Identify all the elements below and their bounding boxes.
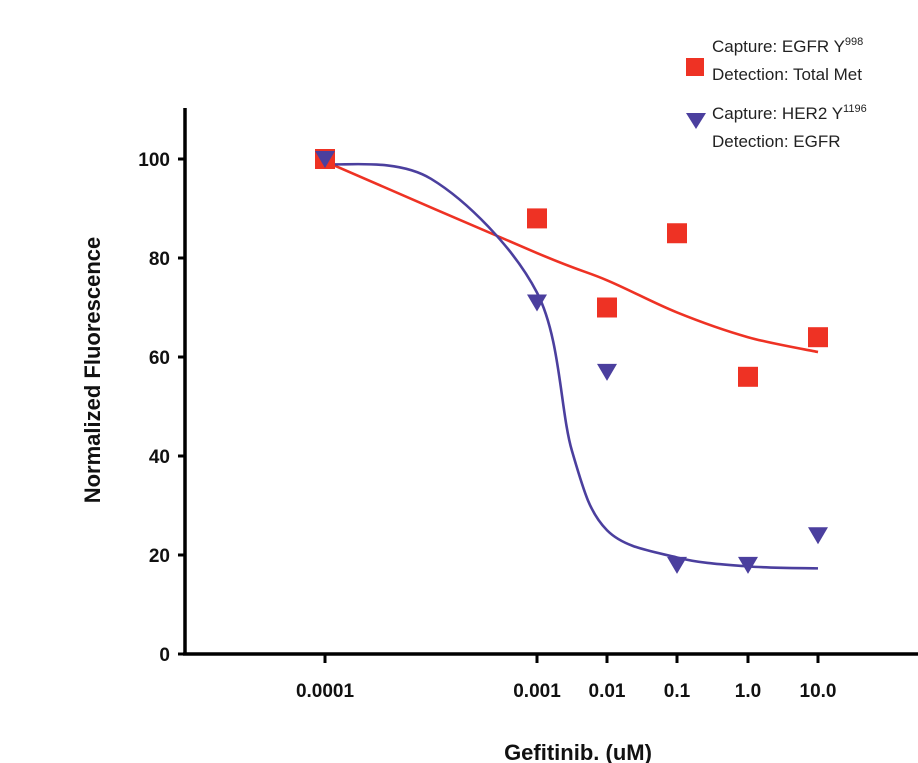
legend-series-2-line1: Capture: HER2 Y1196 [712,103,867,123]
legend-marker-triangle [686,113,706,129]
legend-series-1-line1: Capture: EGFR Y998 [712,36,863,56]
data-point-square [738,366,758,387]
legend-series-1-sup: 998 [845,36,863,48]
legend-series-2-prefix: Capture: HER2 Y [712,104,843,123]
legend-series-2-line2: Detection: EGFR [712,132,841,151]
data-point-triangle [315,151,335,168]
x-axis-title: Gefitinib. (uM) [504,740,652,763]
x-tick-label: 10.0 [800,681,837,702]
legend-series-2-sup: 1196 [843,103,867,115]
y-tick-label: 0 [159,645,170,666]
data-point-triangle [527,294,547,312]
y-tick-label: 80 [149,249,170,270]
data-point-square [808,327,828,348]
x-tick-label: 0.001 [513,681,561,702]
data-point-triangle [808,527,828,545]
x-tick-label: 0.0001 [296,681,355,702]
x-tick-label: 1.0 [735,681,761,702]
data-point-square [597,297,617,318]
data-point-square [527,208,547,229]
fit-curve-series-2 [324,162,819,570]
fit-curves [324,160,819,570]
y-ticks: 0 20 40 60 80 100 [138,150,185,666]
data-points [315,149,828,574]
y-tick-label: 100 [138,150,170,171]
data-point-triangle [667,556,687,574]
legend-marker-square [686,58,704,76]
x-tick-label: 0.01 [589,681,626,702]
y-tick-label: 20 [149,546,170,567]
y-axis-title: Normalized Fluorescence [80,237,105,504]
x-ticks: 0.0001 0.001 0.01 0.1 1.0 10.0 [296,654,837,702]
legend-series-1-line2: Detection: Total Met [712,65,862,84]
data-point-triangle [738,556,758,574]
fit-curve-series-1 [324,160,819,354]
data-point-triangle [597,363,617,381]
y-tick-label: 40 [149,447,170,468]
data-point-square [667,223,687,244]
y-tick-label: 60 [149,348,170,369]
x-tick-label: 0.1 [664,681,691,702]
legend: Capture: EGFR Y998 Detection: Total Met … [686,36,867,151]
legend-series-1-prefix: Capture: EGFR Y [712,37,845,56]
